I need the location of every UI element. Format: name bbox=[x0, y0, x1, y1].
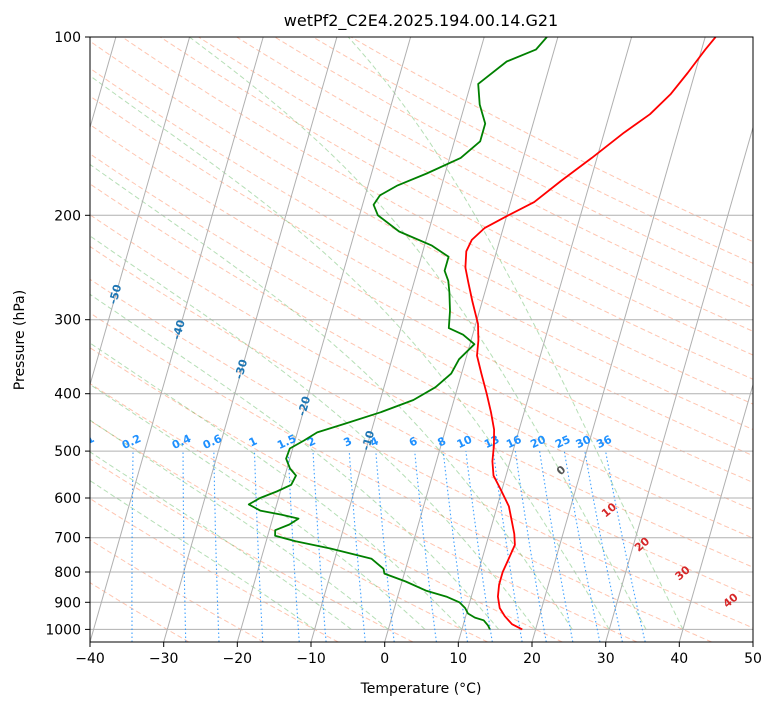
x-tick-label: 10 bbox=[449, 651, 467, 667]
x-tick-label: −10 bbox=[296, 651, 326, 667]
x-tick-label: 0 bbox=[380, 651, 389, 667]
x-axis-label: Temperature (°C) bbox=[360, 681, 482, 697]
y-tick-label: 900 bbox=[54, 595, 81, 611]
x-tick-label: −20 bbox=[223, 651, 253, 667]
chart-title: wetPf2_C2E4.2025.194.00.14.G21 bbox=[284, 11, 558, 31]
x-tick-label: 50 bbox=[744, 651, 762, 667]
y-tick-label: 300 bbox=[54, 313, 81, 329]
y-tick-label: 200 bbox=[54, 208, 81, 224]
y-tick-label: 100 bbox=[54, 30, 81, 46]
y-tick-label: 1000 bbox=[45, 622, 81, 638]
y-tick-label: 400 bbox=[54, 387, 81, 403]
y-axis-label: Pressure (hPa) bbox=[12, 290, 28, 390]
x-tick-label: −30 bbox=[149, 651, 179, 667]
y-tick-label: 600 bbox=[54, 491, 81, 507]
y-tick-label: 800 bbox=[54, 565, 81, 581]
y-tick-label: 500 bbox=[54, 444, 81, 460]
x-tick-label: 20 bbox=[523, 651, 541, 667]
y-tick-label: 700 bbox=[54, 531, 81, 547]
x-tick-label: 40 bbox=[670, 651, 688, 667]
x-tick-label: 30 bbox=[597, 651, 615, 667]
x-tick-label: −40 bbox=[75, 651, 105, 667]
